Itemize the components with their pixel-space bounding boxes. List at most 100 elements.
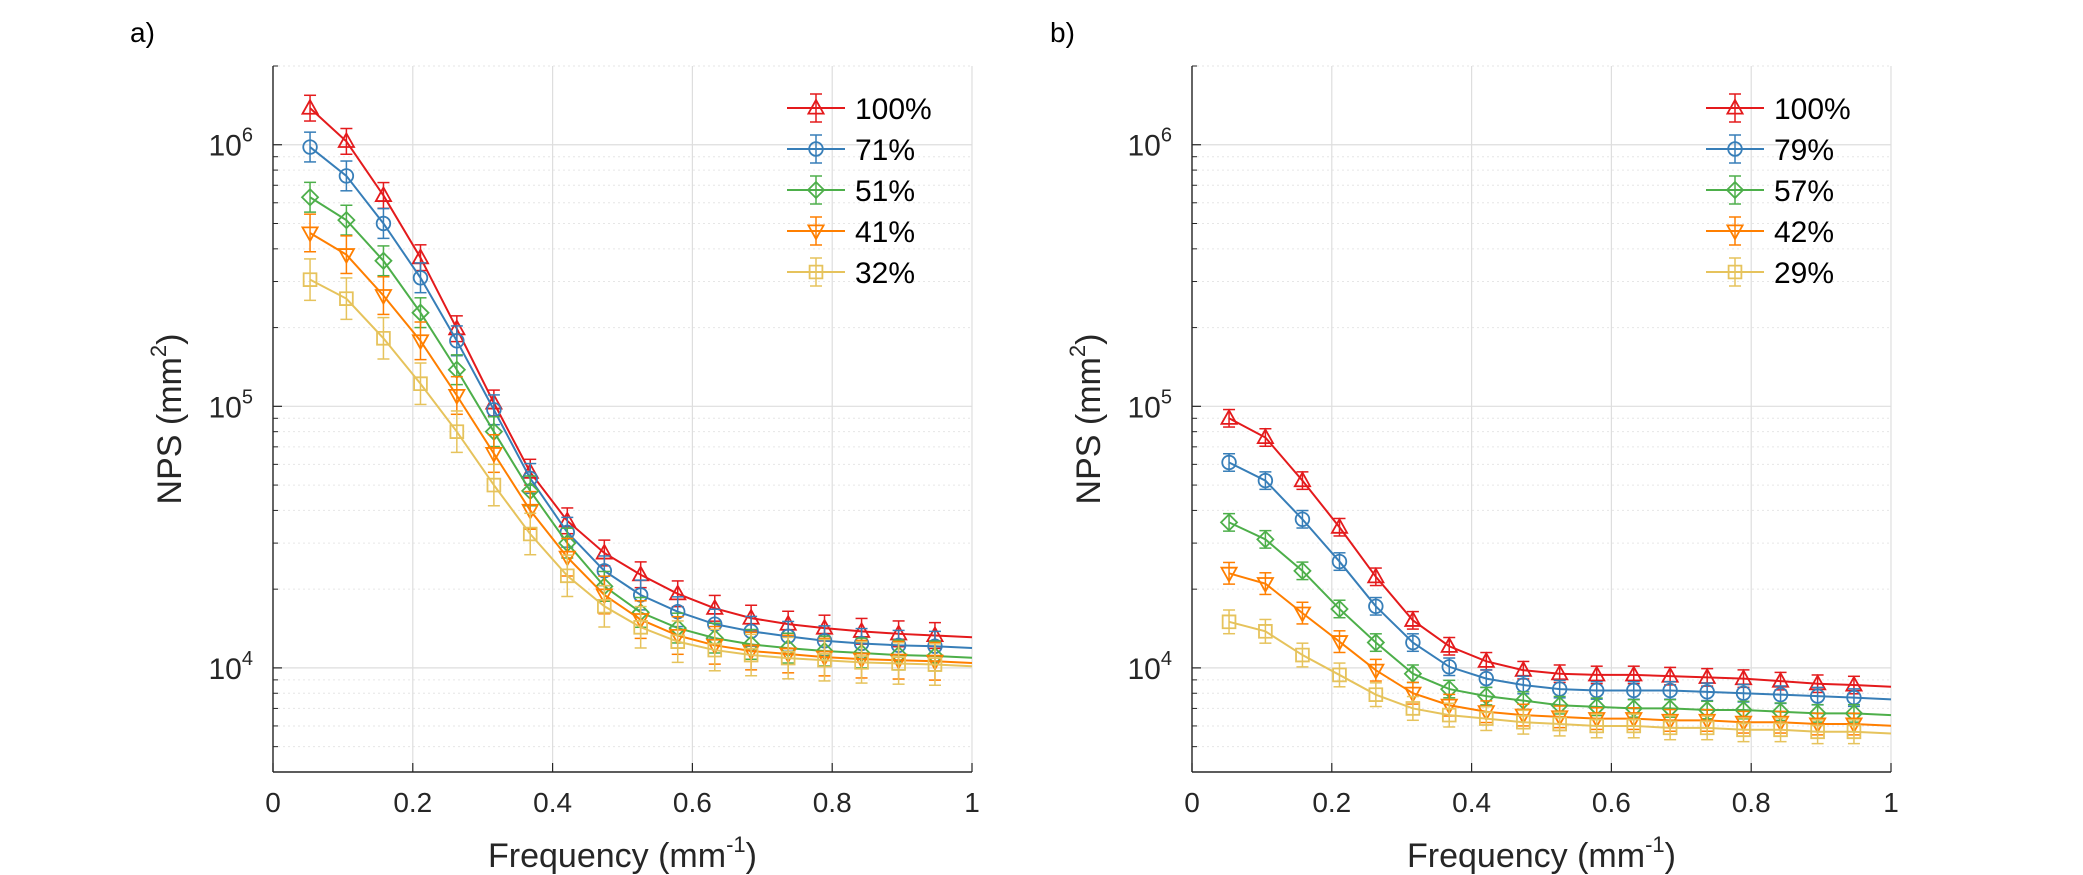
data-point — [1366, 566, 1385, 584]
data-point — [1293, 606, 1312, 623]
data-point — [633, 619, 648, 635]
data-point — [449, 333, 465, 349]
data-point — [597, 598, 612, 614]
data-point — [1809, 688, 1826, 704]
y-tick-label: 106 — [209, 125, 254, 163]
data-point — [375, 215, 392, 232]
axes: 104 105 106 0 0.2 0.4 0.6 0.8 1 Frequency (mm-1) N… — [146, 65, 980, 875]
data-point — [1257, 472, 1274, 489]
data-point — [780, 650, 796, 666]
data-point — [1699, 684, 1715, 700]
data-point — [1331, 553, 1348, 570]
legend-label: 32% — [855, 257, 915, 290]
data-point — [300, 187, 320, 207]
data-point — [1219, 408, 1239, 425]
data-point — [338, 168, 355, 184]
legend-label: 100% — [1774, 93, 1851, 126]
x-tick-label: 1 — [1883, 787, 1899, 818]
data-point — [559, 568, 575, 584]
y-tick-label: 105 — [1128, 386, 1173, 424]
data-point — [412, 270, 429, 286]
legend-entry: 29% — [1706, 257, 1834, 290]
data-point — [1294, 511, 1311, 527]
data-point — [1477, 651, 1496, 668]
series-57pct — [1219, 512, 1892, 723]
x-tick-label: 0 — [1184, 787, 1200, 818]
data-point — [1219, 513, 1239, 532]
data-point — [374, 251, 393, 271]
data-point — [1221, 614, 1237, 630]
data-point — [413, 376, 428, 392]
series-29pct — [1221, 609, 1892, 745]
data-point — [1330, 635, 1349, 652]
data-point — [486, 477, 502, 493]
data-point — [484, 447, 504, 464]
data-point — [1366, 633, 1386, 652]
panel-label: b) — [1050, 17, 1075, 48]
data-point — [1256, 530, 1275, 549]
data-point — [1258, 624, 1273, 639]
data-point — [1256, 427, 1275, 445]
data-point — [411, 303, 430, 322]
data-point — [1587, 665, 1606, 682]
x-tick-label: 0.4 — [1452, 787, 1491, 818]
legend-label: 71% — [855, 134, 915, 167]
data-point — [1772, 686, 1789, 703]
series-71pct — [302, 131, 973, 662]
data-point — [1626, 718, 1642, 734]
legend: 100% 79% 57% 42% 29% — [1706, 93, 1851, 290]
data-point — [1736, 722, 1751, 738]
series-group — [300, 94, 973, 687]
data-point — [374, 289, 393, 306]
data-point — [927, 657, 943, 672]
y-axis-label: NPS (mm2) — [1065, 334, 1108, 505]
data-point — [337, 131, 356, 148]
panel-label: a) — [130, 17, 155, 48]
data-point — [1624, 665, 1643, 682]
x-tick-label: 1 — [964, 787, 980, 818]
data-point — [411, 334, 430, 351]
data-point — [1440, 636, 1459, 653]
data-point — [1405, 701, 1421, 716]
series-79pct — [1221, 452, 1892, 708]
data-point — [1295, 647, 1310, 663]
legend-label: 29% — [1774, 257, 1834, 290]
y-tick-label: 104 — [209, 648, 254, 686]
series-100pct — [1219, 408, 1892, 695]
data-point — [1662, 682, 1678, 699]
data-point — [447, 388, 466, 406]
data-point — [1256, 577, 1275, 594]
y-tick-label: 104 — [1128, 648, 1173, 686]
data-point — [1403, 610, 1423, 627]
legend-marker — [808, 141, 824, 157]
data-point — [1441, 707, 1457, 723]
data-point — [1219, 566, 1239, 584]
data-point — [302, 272, 318, 287]
legend-entry: 41% — [787, 216, 915, 249]
data-point — [743, 647, 759, 663]
legend-entry: 100% — [787, 93, 932, 126]
data-point — [1699, 720, 1715, 736]
legend-entry: 57% — [1706, 175, 1834, 208]
data-point — [558, 550, 577, 568]
legend-entry: 71% — [787, 134, 915, 167]
data-point — [1626, 682, 1642, 699]
panel-a: a) 104 105 106 0 0.2 0.4 0.6 0.8 1 Frequency (mm-1… — [130, 17, 980, 875]
data-point — [374, 185, 393, 202]
legend-marker — [1725, 180, 1745, 200]
data-point — [1440, 698, 1459, 716]
data-point — [521, 503, 540, 521]
data-point — [1332, 667, 1347, 683]
data-point — [670, 634, 686, 649]
data-point — [1330, 599, 1349, 619]
legend-label: 42% — [1774, 216, 1834, 249]
legend-label: 41% — [855, 216, 915, 249]
data-point — [1368, 598, 1384, 614]
series-line — [1228, 461, 1892, 701]
data-point — [1403, 686, 1423, 704]
x-tick-label: 0.8 — [1732, 787, 1771, 818]
data-point — [1368, 687, 1384, 702]
data-point — [891, 656, 906, 671]
data-point — [1516, 714, 1531, 730]
